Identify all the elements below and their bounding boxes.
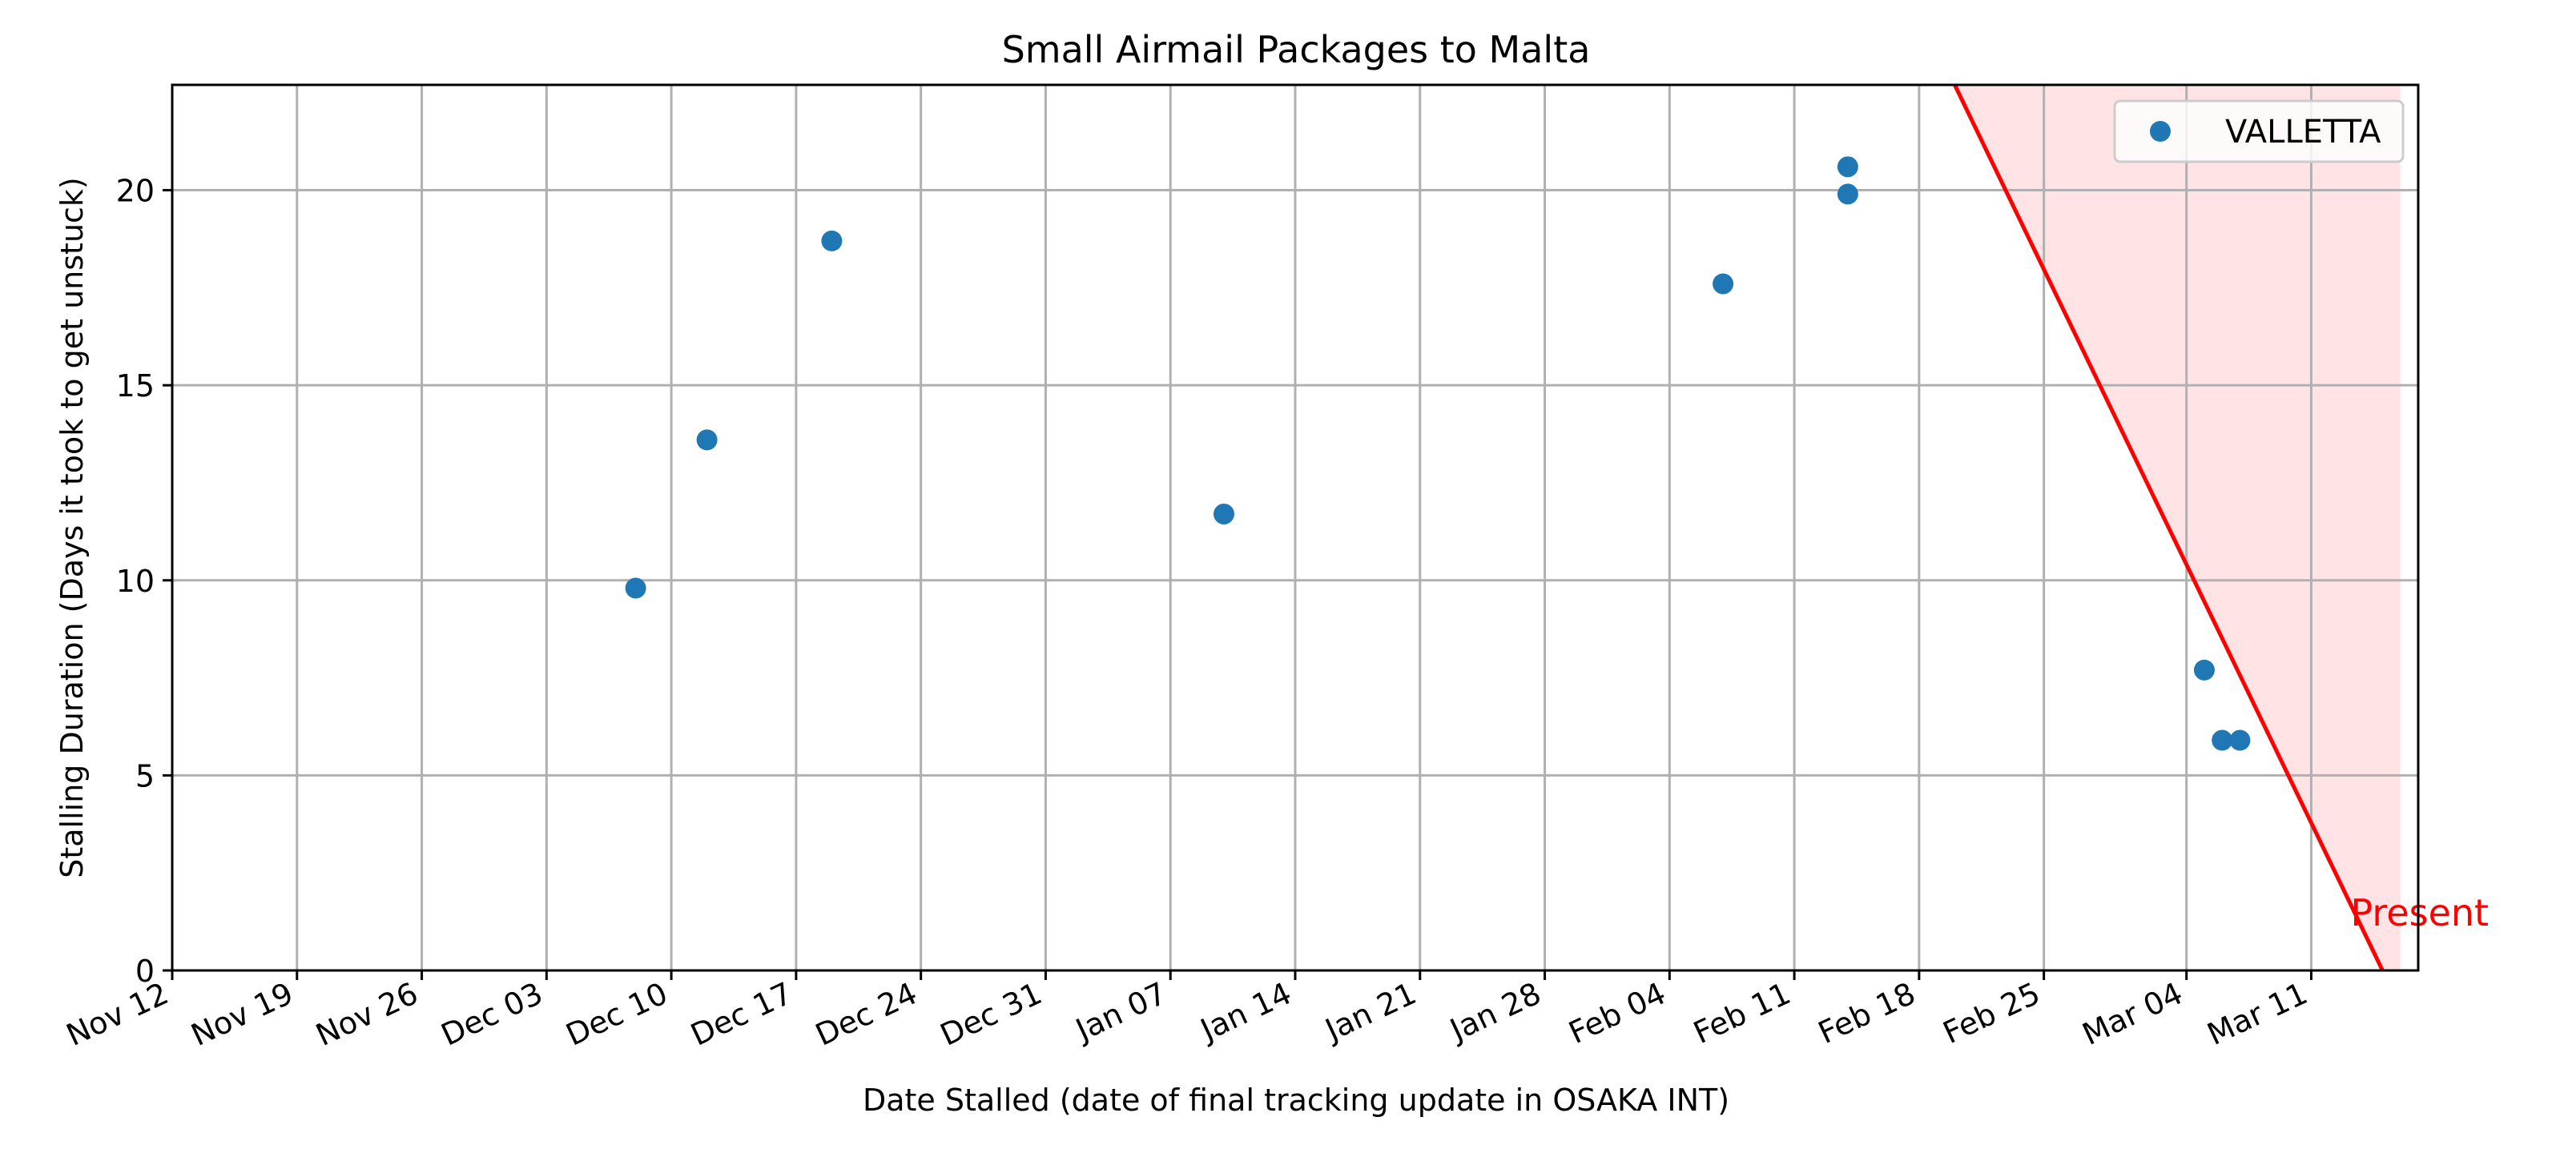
x-tick-label: Feb 04 bbox=[1564, 975, 1671, 1051]
data-point bbox=[2229, 729, 2251, 751]
x-tick-label: Feb 25 bbox=[1938, 975, 2045, 1051]
data-point bbox=[1837, 183, 1858, 205]
legend-box bbox=[2113, 99, 2405, 163]
x-tick-label: Jan 21 bbox=[1318, 975, 1421, 1048]
y-tick-label: 10 bbox=[116, 564, 155, 599]
x-tick-label: Jan 14 bbox=[1194, 975, 1297, 1048]
x-tick-label: Nov 12 bbox=[61, 975, 174, 1053]
x-tick-label: Dec 24 bbox=[810, 975, 922, 1052]
present-boundary-line bbox=[1953, 83, 2385, 972]
data-point bbox=[1713, 273, 1734, 295]
x-tick-label: Jan 07 bbox=[1069, 975, 1172, 1048]
y-axis-label: Stalling Duration (Days it took to get u… bbox=[54, 177, 90, 878]
x-tick-label: Mar 11 bbox=[2202, 975, 2312, 1052]
x-tick-label: Dec 03 bbox=[436, 975, 548, 1052]
chart-title: Small Airmail Packages to Malta bbox=[1002, 28, 1591, 71]
x-tick-label: Dec 31 bbox=[935, 975, 1047, 1052]
y-tick-label: 0 bbox=[135, 954, 155, 989]
data-point bbox=[625, 577, 646, 599]
present-shaded-region bbox=[1954, 85, 2401, 970]
y-tick-label: 20 bbox=[116, 174, 155, 209]
x-tick-label: Mar 04 bbox=[2077, 975, 2188, 1052]
x-tick-label: Jan 28 bbox=[1443, 975, 1546, 1048]
x-axis-label: Date Stalled (date of final tracking upd… bbox=[863, 1083, 1729, 1118]
data-point bbox=[2193, 659, 2215, 681]
x-tick-label: Dec 10 bbox=[561, 975, 673, 1052]
data-point bbox=[696, 429, 718, 451]
y-tick-label: 5 bbox=[135, 758, 155, 793]
legend-label: VALLETTA bbox=[2225, 114, 2381, 151]
data-point bbox=[2212, 729, 2233, 751]
x-tick-label: Feb 18 bbox=[1813, 975, 1920, 1051]
data-point bbox=[821, 230, 843, 251]
x-tick-label: Nov 19 bbox=[186, 975, 299, 1053]
x-tick-label: Feb 11 bbox=[1688, 975, 1796, 1051]
x-tick-label: Dec 17 bbox=[686, 975, 798, 1052]
x-tick-label: Nov 26 bbox=[311, 975, 424, 1053]
present-label: Present bbox=[2350, 891, 2489, 934]
legend-marker bbox=[2150, 121, 2171, 142]
data-point bbox=[1213, 503, 1234, 524]
y-tick-label: 15 bbox=[116, 368, 155, 404]
data-point bbox=[1837, 156, 1858, 178]
